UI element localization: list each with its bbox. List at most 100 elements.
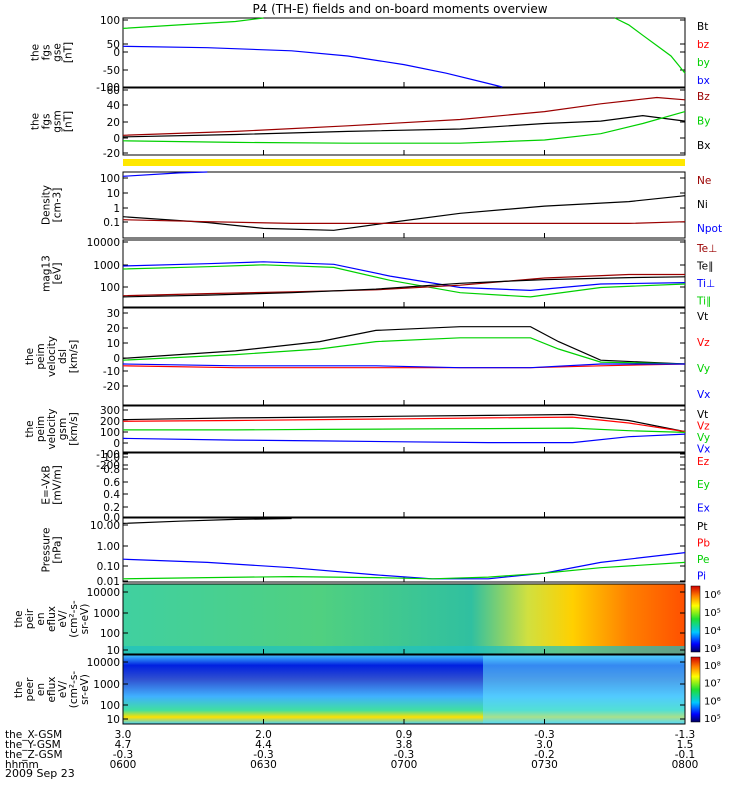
y-tick-label: -100 [96, 82, 120, 94]
y-tick-label: -200 [96, 460, 120, 472]
legend-entry: Npot [697, 223, 722, 235]
y-tick-label: 0 [113, 353, 120, 365]
orbit-row-label: hhmm [5, 759, 39, 771]
legend-entry: Ex [697, 502, 710, 514]
y-tick-label: 10 [107, 188, 120, 200]
legend-entry: Vx [697, 389, 710, 401]
legend-entry: Pb [697, 538, 710, 550]
orbit-value: -0.3 [253, 749, 274, 761]
y-tick-label: 20 [107, 323, 120, 335]
y-tick-label: 10000 [87, 587, 120, 599]
legend-entry: Ey [697, 479, 710, 491]
series-line-Ti∥ [122, 264, 686, 298]
orbit-value: -0.3 [113, 749, 134, 761]
y-tick-label: 0.8 [103, 464, 120, 476]
y-axis-label: the [13, 610, 25, 627]
y-tick-label: 0.4 [103, 489, 120, 501]
legend-entry: Vy [697, 432, 710, 444]
y-axis-label: [km/s] [68, 340, 80, 374]
orbit-value: 3.0 [115, 729, 132, 741]
series-line-Vt [122, 326, 686, 365]
y-tick-label: 1.0 [103, 452, 120, 464]
y-tick-label: 0.1 [103, 217, 120, 229]
series-line-Vy [123, 427, 686, 433]
y-axis-label: gse [52, 43, 64, 62]
legend-entry: Vx [697, 443, 710, 455]
ion-spectrogram [123, 584, 685, 654]
orbit-value: 3.0 [536, 739, 553, 751]
y-tick-label: -100 [96, 449, 120, 461]
y-axis-label: the [13, 681, 25, 698]
y-axis-label: [nT] [63, 42, 75, 63]
y-axis-label: peer [24, 677, 36, 702]
colorbar [690, 656, 701, 723]
y-axis-label: eV/ [57, 680, 69, 698]
series-line-Ne [122, 219, 686, 224]
y-axis-label: gsm [52, 110, 64, 132]
orbit-value: 1.5 [677, 739, 694, 751]
panel-elec-spec: 10000 1000 100 10 the peer en eflux eV/(cm²-s-sr… [13, 654, 721, 726]
orbit-value: 0.9 [396, 729, 413, 741]
y-tick-label: 10 [107, 645, 120, 657]
y-axis-label: peim [35, 343, 47, 369]
orbit-value: 0730 [531, 759, 558, 771]
legend-entry: bz [697, 39, 710, 51]
panel-ion-spec: 10000 1000 100 10 the peir en eflux eV/(cm²-s-sr… [13, 583, 721, 657]
series-line-Vz [122, 416, 686, 433]
y-axis-label: velocity [46, 408, 58, 449]
legend-entry: Bz [697, 91, 710, 103]
orbit-value: 3.8 [396, 739, 413, 751]
date-label: 2009 Sep 23 [5, 767, 75, 780]
y-tick-label: 100 [100, 282, 120, 294]
orbit-value: -0.3 [394, 749, 415, 761]
y-axis-label: dsl [57, 349, 69, 364]
y-axis-label: sr-eV) [79, 604, 91, 635]
legend-entry: Te∥ [696, 260, 713, 272]
legend-entry: Vt [697, 311, 708, 323]
legend-entry: By [697, 115, 710, 127]
legend-entry: Te⊥ [696, 243, 717, 255]
y-tick-label: 200 [100, 416, 120, 428]
orbit-table: the_X-GSMthe_Y-GSMthe_Z-GSMhhmm3.04.7-0.… [5, 729, 698, 771]
colorbar-label: 10⁴ [704, 626, 721, 637]
colorbar [690, 585, 701, 653]
colorbar-label: 10⁵ [704, 608, 721, 619]
y-axis-label: (cm²-s- [68, 600, 80, 638]
y-tick-label: 0.2 [103, 502, 120, 514]
y-axis-label: fgs [41, 114, 53, 130]
series-line-Vt [122, 413, 686, 433]
orbit-value: 2.0 [255, 729, 272, 741]
legend-entry: Ni [697, 199, 708, 211]
orbit-value: -0.2 [534, 749, 555, 761]
y-axis-label: the [30, 113, 42, 130]
legend-entry: Bx [697, 140, 710, 152]
panel-density: 100 10 1 0.1 Density [cm-3] Ne Ni Npot [41, 171, 722, 239]
panel-frame [122, 239, 686, 308]
y-tick-label: 0.0 [103, 512, 120, 524]
y-tick-label: 10 [107, 714, 120, 726]
y-tick-label: 1.00 [97, 541, 120, 553]
y-axis-label: Pressure [41, 528, 53, 573]
y-axis-label: Density [41, 185, 53, 225]
series-line-Te⊥ [122, 273, 685, 297]
y-axis-label: en [35, 683, 47, 696]
y-tick-label: 0.01 [97, 576, 120, 588]
y-tick-label: 10.00 [90, 520, 120, 532]
legend-entry: Ti∥ [696, 295, 711, 307]
orbit-value: 0700 [391, 759, 418, 771]
panel-fgs-gse: 100 500 -50 -100 the fgs gse [nT] Bt bz by bx [30, 15, 710, 94]
orbit-row-label: the_X-GSM [5, 729, 62, 741]
y-tick-label: 30 [107, 308, 120, 320]
legend-entry: Pt [697, 521, 707, 533]
orbit-row-label: the_Z-GSM [5, 749, 63, 761]
y-tick-label: 40 [107, 100, 120, 112]
y-tick-label: 100 [100, 427, 120, 439]
y-tick-label: 50 [107, 39, 120, 51]
y-axis-label: the [24, 420, 36, 437]
chart-title: P4 (TH-E) fields and on-board moments ov… [252, 2, 547, 16]
y-tick-label: 20 [107, 117, 120, 129]
legend-entry: Ne [697, 175, 711, 187]
series-line-Ti⊥ [122, 261, 686, 292]
